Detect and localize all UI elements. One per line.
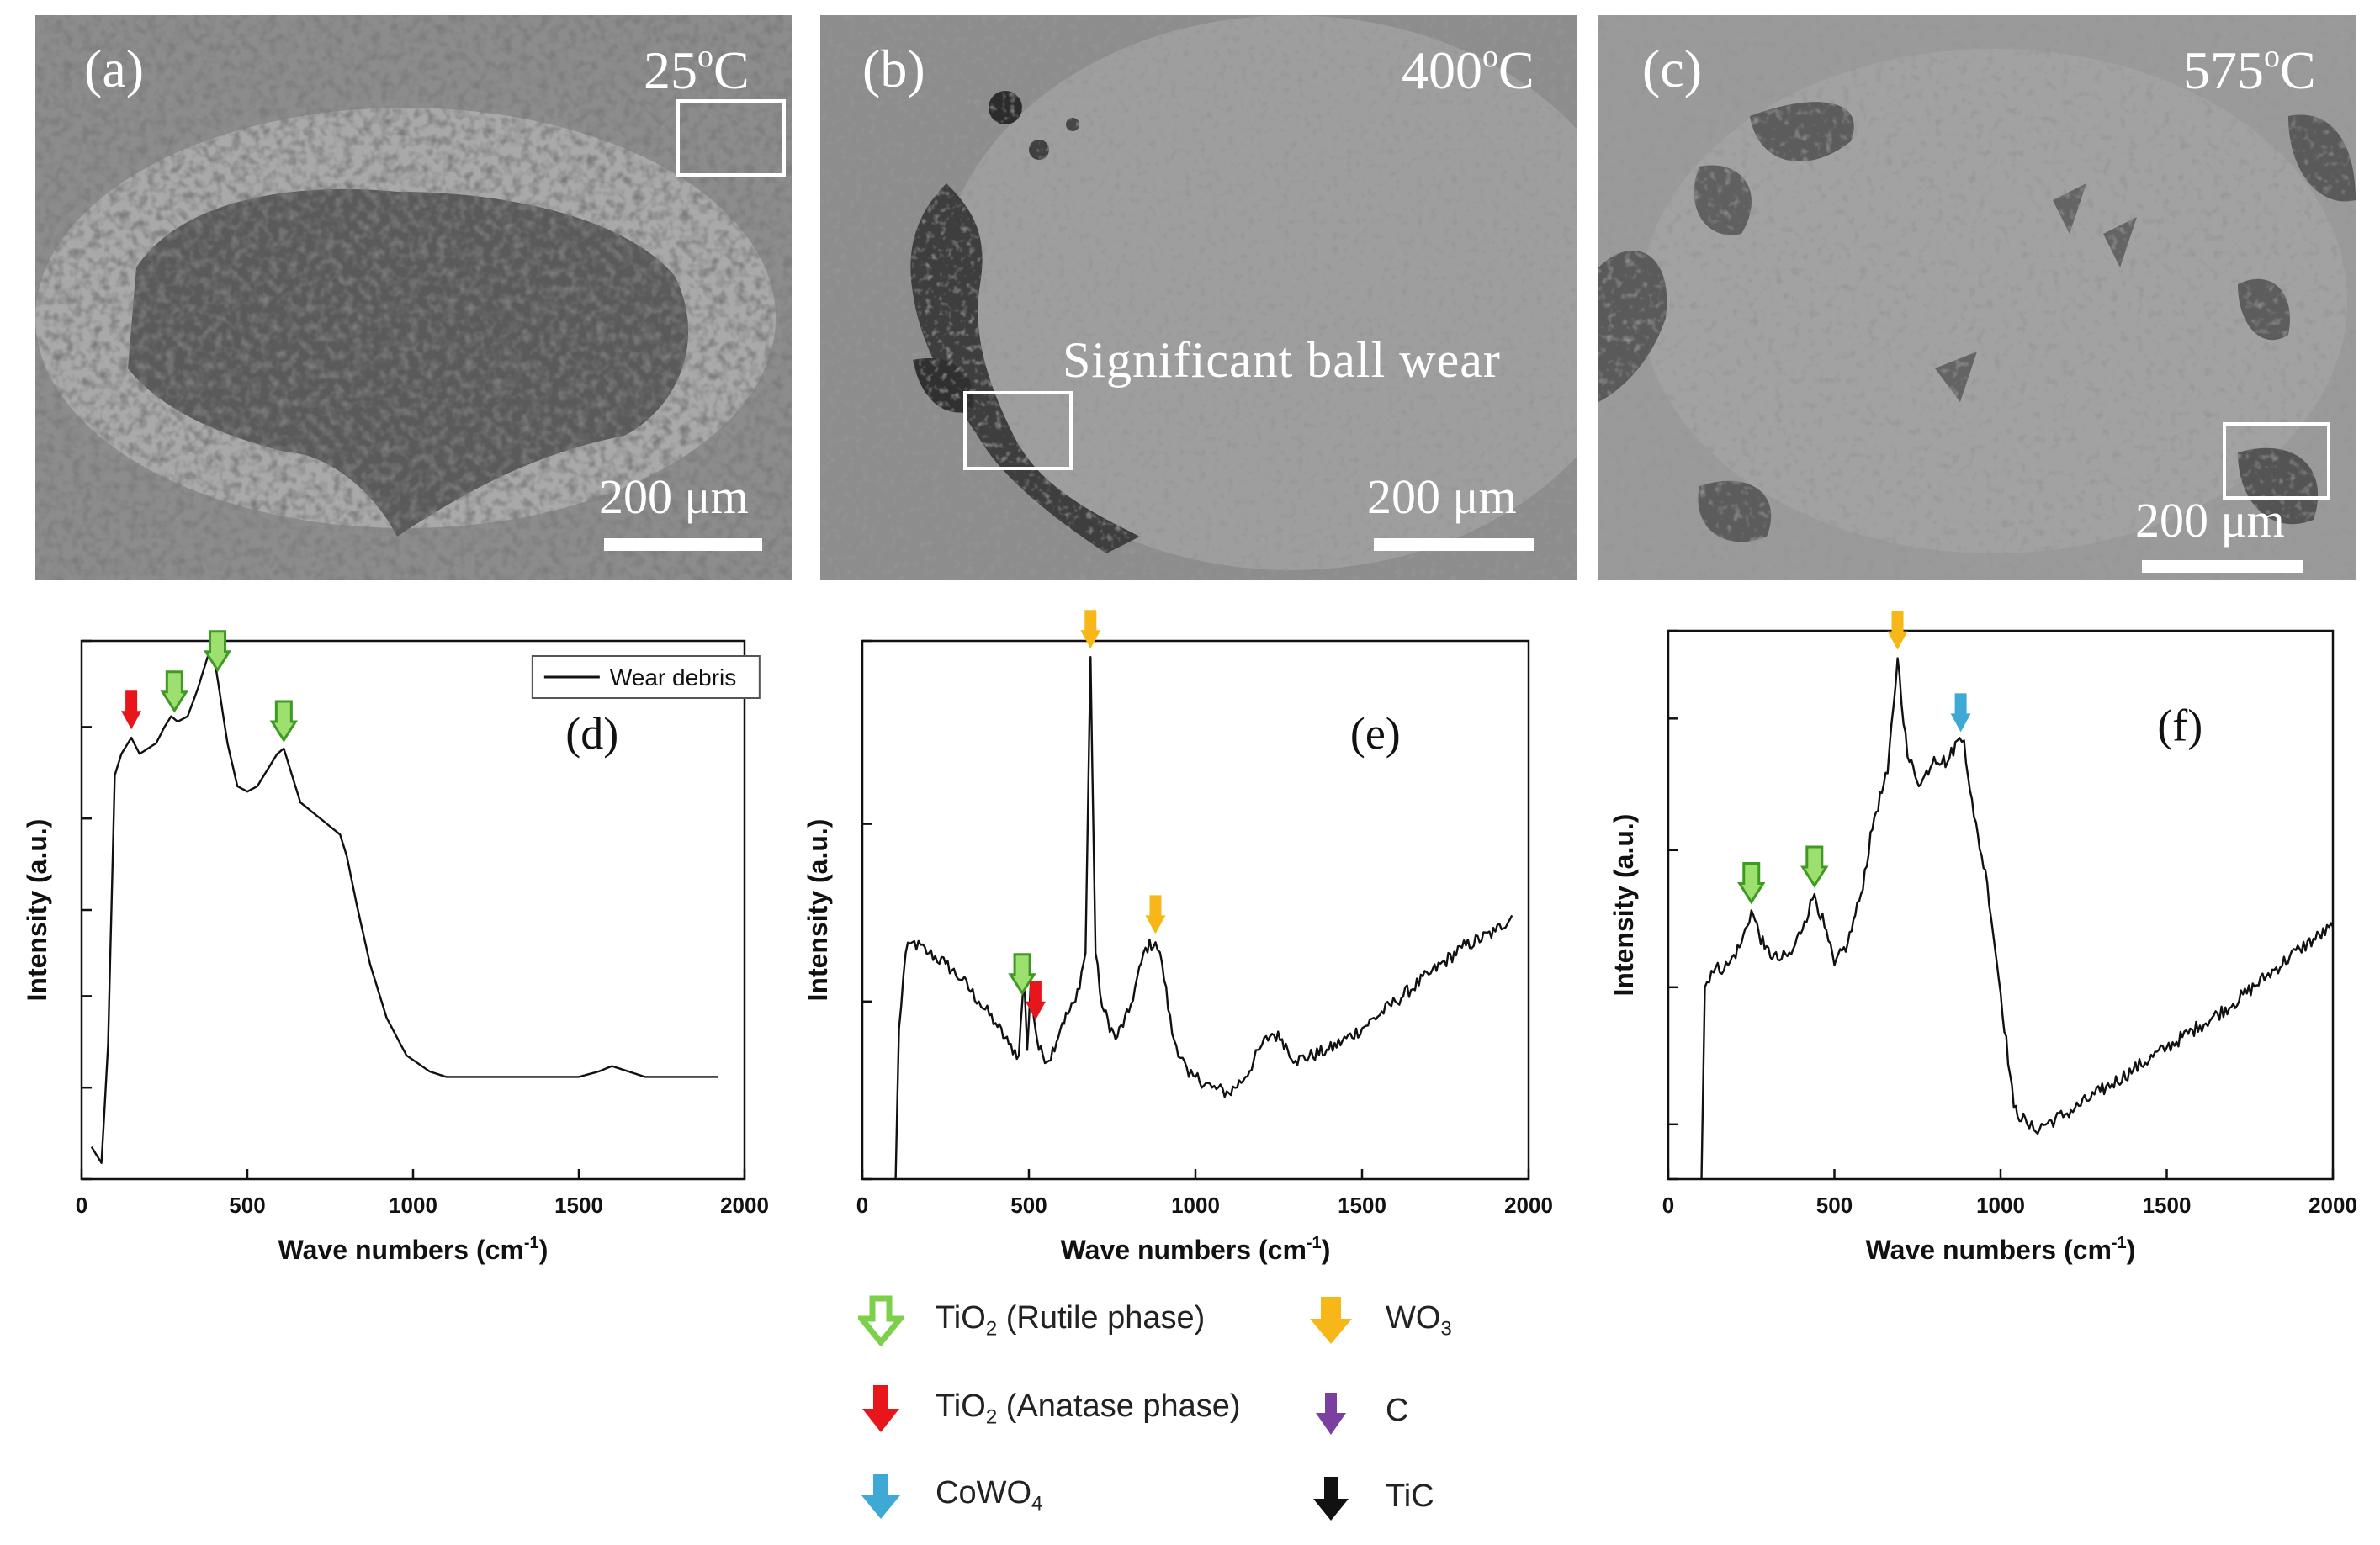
temp-unit: C xyxy=(1498,40,1535,100)
degree-symbol: o xyxy=(697,39,713,74)
y-axis-title: Intensity (a.u.) xyxy=(22,819,52,1002)
x-tick-label: 1500 xyxy=(554,1193,603,1218)
series-line xyxy=(894,656,1513,1180)
plot-frame xyxy=(1667,629,2335,1181)
x-tick-label: 0 xyxy=(1662,1193,1674,1218)
scale-bar xyxy=(2142,560,2303,573)
legend-label: Wear debris xyxy=(610,664,736,690)
key-label: TiC xyxy=(1386,1478,1434,1514)
carbon-arrow-icon xyxy=(1316,1393,1346,1435)
key-label: TiO2 (Rutile phase) xyxy=(936,1299,1206,1341)
peak-arrow-icon xyxy=(203,630,232,673)
wo3-arrow-icon xyxy=(1310,1297,1352,1344)
temp-value: 25 xyxy=(644,40,697,100)
scale-bar xyxy=(604,538,762,551)
x-tick-label: 0 xyxy=(856,1193,868,1218)
micrograph-c-image xyxy=(1598,15,2356,580)
x-tick-label: 2000 xyxy=(2308,1193,2357,1218)
region-box xyxy=(676,99,786,177)
series-line xyxy=(90,656,718,1164)
peak-arrow-icon xyxy=(269,700,299,743)
micrograph-b-temperature: 400oC xyxy=(1402,40,1535,98)
scale-bar-label: 200 μm xyxy=(1367,469,1517,524)
series-line xyxy=(1700,657,2335,1180)
key-label: WO3 xyxy=(1386,1299,1452,1341)
key-label: C xyxy=(1386,1392,1409,1428)
x-tick-label: 1000 xyxy=(1171,1193,1220,1218)
key-item-anatase: TiO2 (Anatase phase) xyxy=(858,1384,1241,1434)
degree-symbol: o xyxy=(2264,39,2280,74)
key-item-wo3: WO3 xyxy=(1308,1295,1452,1346)
micrograph-a-temperature: 25oC xyxy=(644,40,750,98)
key-item-carbon: C xyxy=(1308,1388,1408,1438)
panel-label: (d) xyxy=(565,708,618,759)
key-label: TiO2 (Anatase phase) xyxy=(936,1388,1241,1429)
annotation-significant-ball-wear: Significant ball wear xyxy=(1063,332,1501,388)
peak-arrow-icon xyxy=(1887,611,1908,650)
micrograph-b-image xyxy=(820,15,1577,580)
key-label: CoWO4 xyxy=(936,1474,1043,1516)
x-tick-label: 0 xyxy=(76,1193,87,1218)
x-tick-label: 500 xyxy=(1816,1193,1853,1218)
key-item-rutile: TiO2 (Rutile phase) xyxy=(858,1295,1205,1346)
key-item-cowo4: CoWO4 xyxy=(858,1470,1042,1521)
micrograph-a xyxy=(35,15,792,580)
key-item-tic: TiC xyxy=(1308,1474,1434,1524)
temp-unit: C xyxy=(2280,40,2316,100)
x-tick-label: 500 xyxy=(229,1193,265,1218)
micrograph-b xyxy=(820,15,1577,580)
x-tick-label: 2000 xyxy=(1504,1193,1553,1218)
y-axis-title: Intensity (a.u.) xyxy=(1609,814,1639,997)
x-tick-label: 1500 xyxy=(1338,1193,1386,1218)
temp-unit: C xyxy=(713,40,750,100)
tic-arrow-icon xyxy=(1313,1477,1349,1521)
x-axis-title: Wave numbers (cm-1) xyxy=(278,1234,549,1265)
degree-symbol: o xyxy=(1482,39,1498,74)
peak-arrow-icon xyxy=(1080,610,1101,649)
peak-arrow-icon xyxy=(1145,895,1166,934)
peak-arrow-icon xyxy=(1737,862,1766,905)
x-axis-title: Wave numbers (cm-1) xyxy=(1866,1234,2136,1265)
region-box xyxy=(2223,422,2330,500)
anatase-arrow-icon xyxy=(862,1385,899,1432)
peak-arrow-icon xyxy=(1950,693,1971,733)
x-axis-title: Wave numbers (cm-1) xyxy=(1061,1234,1331,1265)
micrograph-b-label: (b) xyxy=(862,39,925,98)
scale-bar-label: 200 μm xyxy=(2135,493,2285,548)
cowo4-arrow-icon xyxy=(861,1474,900,1519)
x-tick-label: 1000 xyxy=(1976,1193,2025,1218)
x-tick-label: 2000 xyxy=(720,1193,769,1218)
region-box xyxy=(963,391,1073,470)
y-axis-title: Intensity (a.u.) xyxy=(803,819,833,1002)
peak-arrow-icon xyxy=(1800,845,1829,888)
temp-value: 400 xyxy=(1402,40,1482,100)
x-tick-label: 1500 xyxy=(2143,1193,2192,1218)
peak-arrow-icon xyxy=(1008,953,1036,996)
peak-arrow-icon xyxy=(121,690,142,730)
scale-bar-label: 200 μm xyxy=(599,469,749,524)
micrograph-a-label: (a) xyxy=(84,39,145,98)
temp-value: 575 xyxy=(2183,40,2264,100)
peak-arrow-icon xyxy=(160,670,189,713)
x-tick-label: 1000 xyxy=(389,1193,437,1218)
micrograph-c-temperature: 575oC xyxy=(2183,40,2316,98)
scale-bar xyxy=(1374,538,1534,551)
micrograph-c-label: (c) xyxy=(1642,39,1703,98)
peak-arrow-icon xyxy=(1025,981,1046,1020)
panel-label: (e) xyxy=(1350,708,1401,759)
micrograph-c xyxy=(1598,15,2356,580)
micrograph-a-image xyxy=(35,15,792,580)
rutile-arrow-icon xyxy=(858,1295,904,1346)
panel-label: (f) xyxy=(2157,700,2202,750)
x-tick-label: 500 xyxy=(1010,1193,1047,1218)
